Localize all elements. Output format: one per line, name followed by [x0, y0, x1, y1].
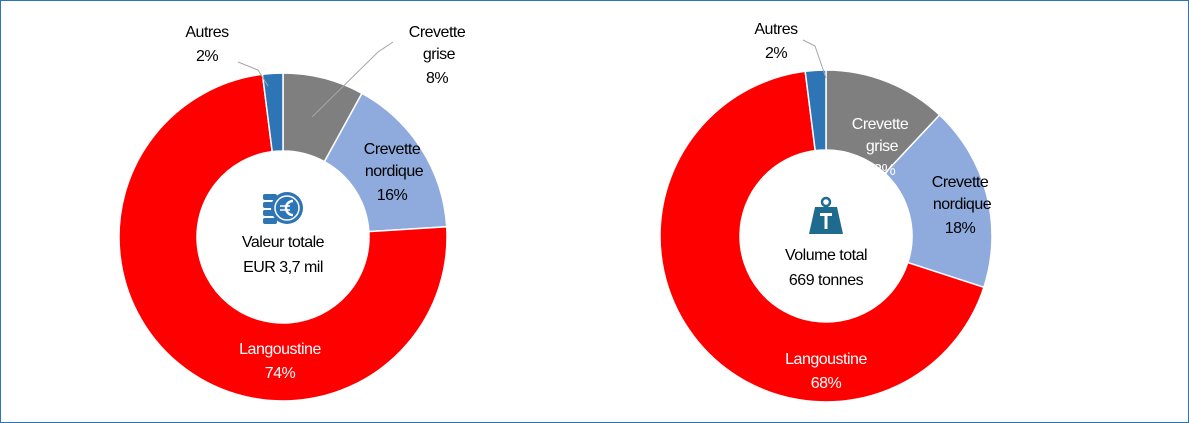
donut-slice [883, 113, 993, 289]
leader-line [311, 41, 394, 118]
euro-icon [263, 192, 303, 224]
slice-label: Crevette nordique [361, 141, 424, 180]
slice-label: Autres [754, 21, 798, 38]
slice-label: Langoustine [239, 341, 321, 358]
slice-value-label: 68% [811, 375, 842, 392]
donut-slice [118, 73, 448, 402]
slice-value-label: 2% [765, 45, 787, 62]
center-text: Valeur totale [242, 234, 325, 251]
slice-value-label: 12% [865, 162, 896, 179]
donut-slice [659, 70, 985, 403]
donut-slice [804, 69, 827, 152]
slice-value-label: 18% [945, 220, 976, 237]
center-text: EUR 3,7 mil [243, 259, 323, 276]
slice-label: Crevette grise [409, 24, 466, 63]
slice-value-label: 2% [196, 48, 218, 65]
slice-label: Langoustine [785, 351, 867, 368]
center-text: 669 tonnes [789, 272, 864, 289]
weight-icon [809, 196, 843, 234]
slice-value-label: 74% [265, 365, 296, 382]
leader-line [802, 39, 827, 79]
slice-value-label: 16% [377, 187, 408, 204]
slice-label: Autres [185, 24, 229, 41]
slice-label: Crevette nordique [929, 174, 992, 213]
slice-label: Crevette grise [852, 116, 909, 155]
leader-line [237, 61, 269, 87]
slice-value-label: 8% [426, 70, 448, 87]
center-text: Volume total [785, 247, 867, 264]
donut-slice [261, 72, 284, 153]
